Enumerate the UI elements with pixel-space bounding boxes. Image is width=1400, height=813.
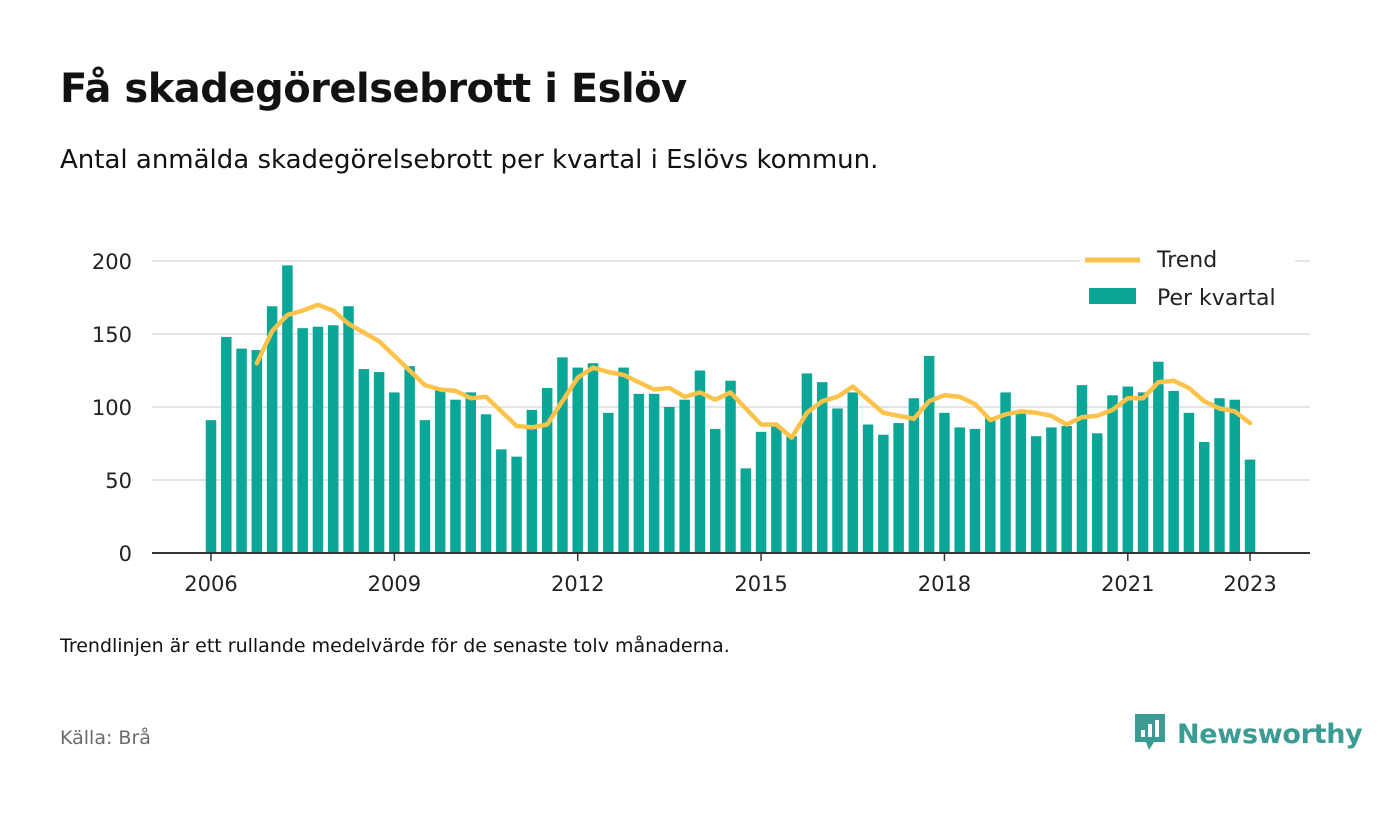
bar bbox=[923, 355, 935, 553]
x-tick-label: 2009 bbox=[368, 572, 421, 596]
bar bbox=[603, 412, 614, 553]
source-label: Källa: Brå bbox=[60, 727, 151, 749]
bar bbox=[1229, 399, 1241, 553]
bar bbox=[343, 306, 354, 553]
bar bbox=[618, 367, 629, 553]
bar bbox=[740, 468, 752, 553]
bar bbox=[587, 363, 599, 553]
bar bbox=[893, 423, 904, 553]
bar bbox=[266, 306, 278, 553]
bar bbox=[694, 370, 706, 553]
bar bbox=[251, 350, 263, 553]
bar bbox=[771, 425, 782, 553]
chart: 0 50 100 150 200 2006 2009 2012 2015 2018 2021 2023… bbox=[91, 244, 1310, 596]
bar bbox=[1076, 385, 1088, 553]
axes: 0 50 100 150 200 2006 2009 2012 2015 2018 2021 2023 bbox=[92, 250, 1310, 596]
x-tick-label: 2015 bbox=[734, 572, 787, 596]
bar bbox=[511, 456, 522, 553]
bar bbox=[221, 336, 232, 553]
legend-bar-swatch bbox=[1089, 288, 1136, 304]
bar bbox=[419, 420, 431, 553]
legend: Trend Per kvartal bbox=[1080, 244, 1295, 319]
y-tick-label: 0 bbox=[119, 542, 132, 566]
legend-bars-label: Per kvartal bbox=[1157, 286, 1276, 311]
bar bbox=[816, 382, 828, 553]
bar bbox=[679, 399, 690, 553]
newsworthy-icon bbox=[1133, 712, 1167, 756]
chart-note: Trendlinjen är ett rullande medelvärde f… bbox=[60, 635, 730, 657]
bar bbox=[389, 392, 400, 553]
bar bbox=[1137, 392, 1149, 553]
bar bbox=[709, 428, 721, 553]
bar bbox=[541, 388, 553, 553]
bar bbox=[832, 408, 843, 553]
bar bbox=[954, 427, 965, 553]
bar bbox=[847, 392, 859, 553]
brand-logo[interactable]: Newsworthy bbox=[1133, 712, 1363, 756]
bar bbox=[1168, 390, 1179, 553]
x-tick-label: 2021 bbox=[1101, 572, 1154, 596]
bar bbox=[755, 431, 767, 553]
bar bbox=[480, 414, 492, 553]
bar bbox=[1091, 433, 1103, 553]
bar bbox=[908, 398, 920, 553]
chart-title: Få skadegörelsebrott i Eslöv bbox=[60, 66, 687, 112]
bar bbox=[404, 366, 415, 553]
legend-trend-label: Trend bbox=[1156, 248, 1217, 273]
bar bbox=[465, 392, 477, 553]
bar bbox=[1061, 425, 1072, 553]
bar bbox=[1122, 386, 1134, 553]
bar bbox=[725, 380, 736, 553]
y-tick-label: 200 bbox=[92, 250, 132, 274]
bar bbox=[358, 369, 370, 553]
bar-series bbox=[205, 265, 1256, 553]
x-tick-label: 2006 bbox=[184, 572, 237, 596]
bar bbox=[205, 420, 217, 553]
trend-line bbox=[254, 302, 1253, 440]
bar bbox=[1030, 436, 1042, 553]
bar bbox=[1015, 411, 1027, 553]
bar bbox=[1000, 392, 1011, 553]
legend-background bbox=[1080, 244, 1295, 319]
bar bbox=[878, 434, 889, 553]
bar bbox=[434, 389, 446, 553]
bar bbox=[373, 371, 385, 553]
bar bbox=[969, 428, 981, 553]
bar bbox=[1214, 398, 1225, 553]
bar bbox=[1046, 427, 1057, 553]
bar bbox=[648, 393, 660, 553]
bar bbox=[1183, 412, 1195, 553]
bar bbox=[801, 373, 813, 553]
y-tick-label: 100 bbox=[92, 396, 132, 420]
bar bbox=[985, 417, 996, 553]
bar bbox=[786, 436, 797, 553]
y-tick-label: 50 bbox=[105, 469, 132, 493]
bar bbox=[633, 393, 645, 553]
bar bbox=[450, 399, 461, 553]
bar bbox=[297, 328, 308, 553]
bar bbox=[664, 407, 675, 553]
bar bbox=[862, 424, 874, 553]
bar bbox=[282, 265, 293, 553]
x-tick-label: 2012 bbox=[551, 572, 604, 596]
bar bbox=[526, 409, 538, 553]
bar bbox=[312, 326, 324, 553]
bar bbox=[1244, 459, 1256, 553]
brand-name: Newsworthy bbox=[1177, 718, 1363, 750]
x-tick-label: 2023 bbox=[1223, 572, 1276, 596]
bar bbox=[327, 325, 339, 553]
bar bbox=[1198, 442, 1210, 553]
bar bbox=[1107, 395, 1118, 553]
chart-subtitle: Antal anmälda skadegörelsebrott per kvar… bbox=[60, 145, 879, 175]
y-tick-label: 150 bbox=[92, 323, 132, 347]
bar bbox=[236, 348, 247, 553]
bar bbox=[557, 357, 568, 553]
bar bbox=[939, 412, 950, 553]
bar bbox=[496, 449, 507, 553]
bar bbox=[1153, 361, 1164, 553]
bar bbox=[572, 367, 583, 553]
x-tick-label: 2018 bbox=[918, 572, 971, 596]
trend-series bbox=[254, 302, 1253, 440]
